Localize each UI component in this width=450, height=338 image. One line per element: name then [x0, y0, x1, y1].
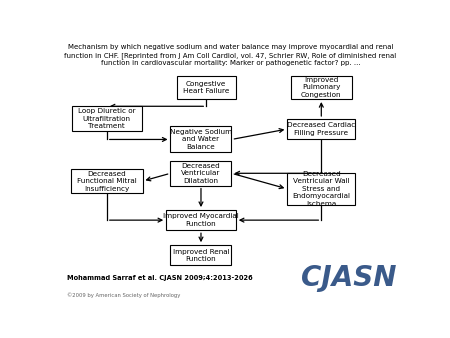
Text: Improved Myocardial
Function: Improved Myocardial Function	[163, 213, 239, 227]
Bar	[166, 210, 236, 230]
Bar	[291, 76, 352, 99]
Text: Decreased
Functional Mitral
Insufficiency: Decreased Functional Mitral Insufficienc…	[77, 171, 137, 192]
Text: Improved
Pulmonary
Congestion: Improved Pulmonary Congestion	[301, 77, 342, 98]
Text: Negative Sodium
and Water
Balance: Negative Sodium and Water Balance	[170, 129, 232, 150]
Bar	[287, 173, 356, 205]
Bar	[171, 126, 231, 152]
Bar	[72, 106, 142, 131]
Bar	[171, 161, 231, 186]
Bar	[71, 169, 143, 193]
Text: Congestive
Heart Failure: Congestive Heart Failure	[183, 81, 230, 94]
Text: Loop Diuretic or
Ultrafiltration
Treatment: Loop Diuretic or Ultrafiltration Treatme…	[78, 108, 135, 129]
Text: CJASN: CJASN	[302, 264, 397, 292]
Text: ©2009 by American Society of Nephrology: ©2009 by American Society of Nephrology	[67, 292, 180, 298]
Text: Improved Renal
Function: Improved Renal Function	[173, 248, 230, 262]
Bar	[287, 119, 356, 139]
Text: Decreased
Ventricular Wall
Stress and
Endomyocardial
Ischema: Decreased Ventricular Wall Stress and En…	[292, 171, 350, 207]
Text: Mechanism by which negative sodium and water balance may improve myocardial and : Mechanism by which negative sodium and w…	[64, 45, 397, 66]
Text: Mohammad Sarraf et al. CJASN 2009;4:2013-2026: Mohammad Sarraf et al. CJASN 2009;4:2013…	[67, 275, 252, 281]
Text: Decreased Cardiac
Filling Pressure: Decreased Cardiac Filling Pressure	[287, 122, 356, 136]
Text: Decreased
Ventricular
Dilatation: Decreased Ventricular Dilatation	[181, 163, 220, 184]
Bar	[171, 245, 231, 265]
Bar	[176, 76, 236, 99]
